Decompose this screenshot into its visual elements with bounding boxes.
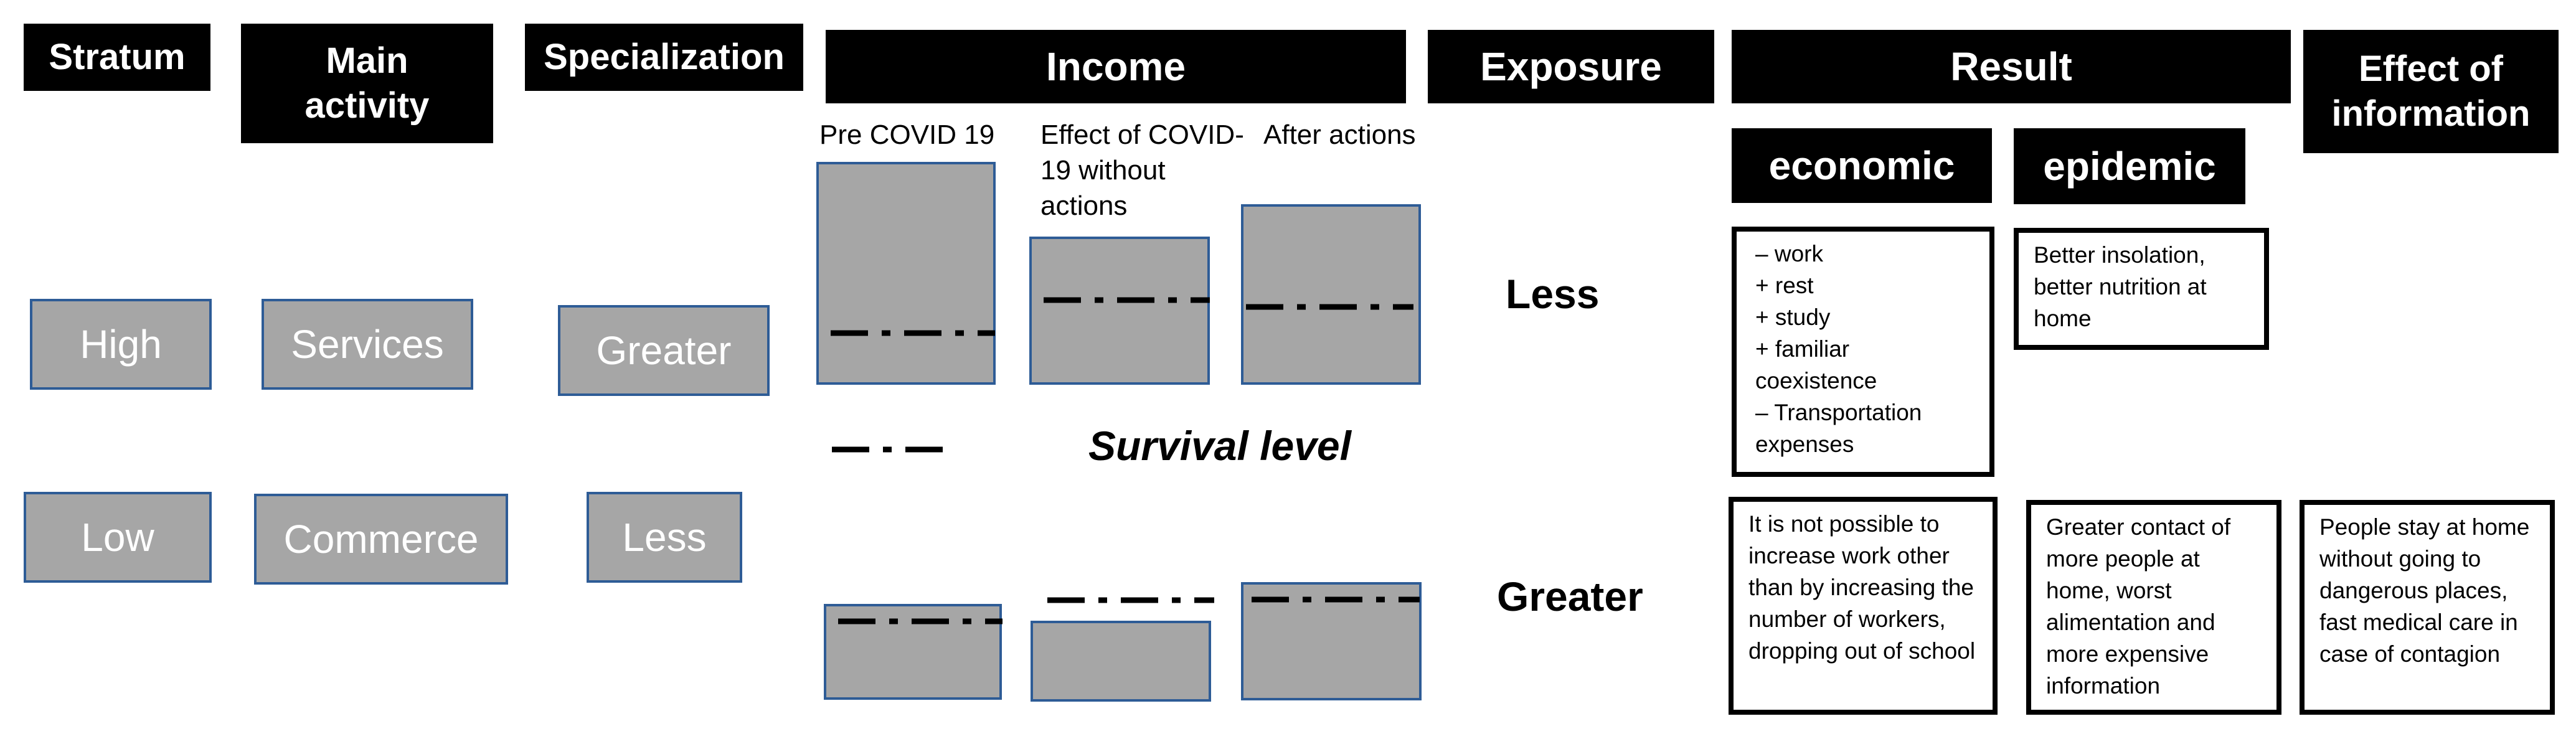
stratum-low-box: Low: [24, 492, 212, 583]
result-high-economic-line: + familiar coexistence: [1755, 336, 1877, 394]
header-income: Income: [826, 30, 1406, 103]
header-economic: economic: [1732, 128, 1992, 203]
header-exposure: Exposure: [1428, 30, 1714, 103]
result-high-economic-line: + rest: [1755, 273, 1814, 299]
header-main-activity: Main activity: [241, 24, 493, 143]
result-high-epidemic: Better insolation, better nutrition at h…: [2014, 228, 2269, 350]
income-bar-low-after: [1241, 582, 1422, 700]
header-effect-of-information: Effect of information: [2303, 30, 2559, 153]
result-low-epidemic: Greater contact of more people at home, …: [2026, 500, 2281, 715]
income-bar-low-effect: [1031, 621, 1211, 702]
income-bar-high-after: [1241, 204, 1421, 385]
result-high-economic: – work + rest + study + familiar coexist…: [1732, 227, 1994, 477]
result-high-economic-line: – Transportation expenses: [1755, 400, 1922, 458]
header-epidemic: epidemic: [2014, 128, 2245, 204]
header-stratum: Stratum: [24, 24, 210, 91]
income-label-effect-covid: Effect of COVID-19 without actions: [1040, 120, 1244, 222]
income-bar-high-pre: [816, 162, 996, 385]
result-high-economic-line: + study: [1755, 304, 1831, 331]
income-bar-high-effect: [1029, 237, 1210, 385]
result-low-information: People stay at home without going to dan…: [2300, 500, 2555, 715]
legend-survival-label: Survival level: [1088, 423, 1351, 469]
result-low-economic: It is not possible to increase work othe…: [1729, 497, 1998, 715]
stratum-high-box: High: [30, 299, 212, 390]
income-label-after-actions: After actions: [1263, 120, 1416, 150]
result-high-economic-line: – work: [1755, 241, 1823, 266]
specialization-greater-box: Greater: [558, 305, 770, 396]
income-bar-low-pre: [824, 604, 1002, 700]
income-label-pre-covid: Pre COVID 19: [819, 120, 995, 150]
header-specialization: Specialization: [525, 24, 803, 91]
exposure-low-label: Greater: [1497, 573, 1643, 619]
exposure-high-label: Less: [1506, 271, 1600, 317]
specialization-less-box: Less: [587, 492, 742, 583]
activity-services-box: Services: [262, 299, 473, 390]
activity-commerce-box: Commerce: [254, 494, 508, 585]
header-result: Result: [1732, 30, 2291, 103]
